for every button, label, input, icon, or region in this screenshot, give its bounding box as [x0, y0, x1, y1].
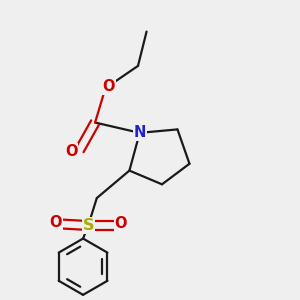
Text: S: S: [82, 218, 94, 233]
Text: O: O: [103, 79, 115, 94]
Text: O: O: [115, 216, 127, 231]
Text: O: O: [65, 144, 77, 159]
Text: N: N: [134, 125, 146, 140]
Text: O: O: [50, 214, 62, 230]
